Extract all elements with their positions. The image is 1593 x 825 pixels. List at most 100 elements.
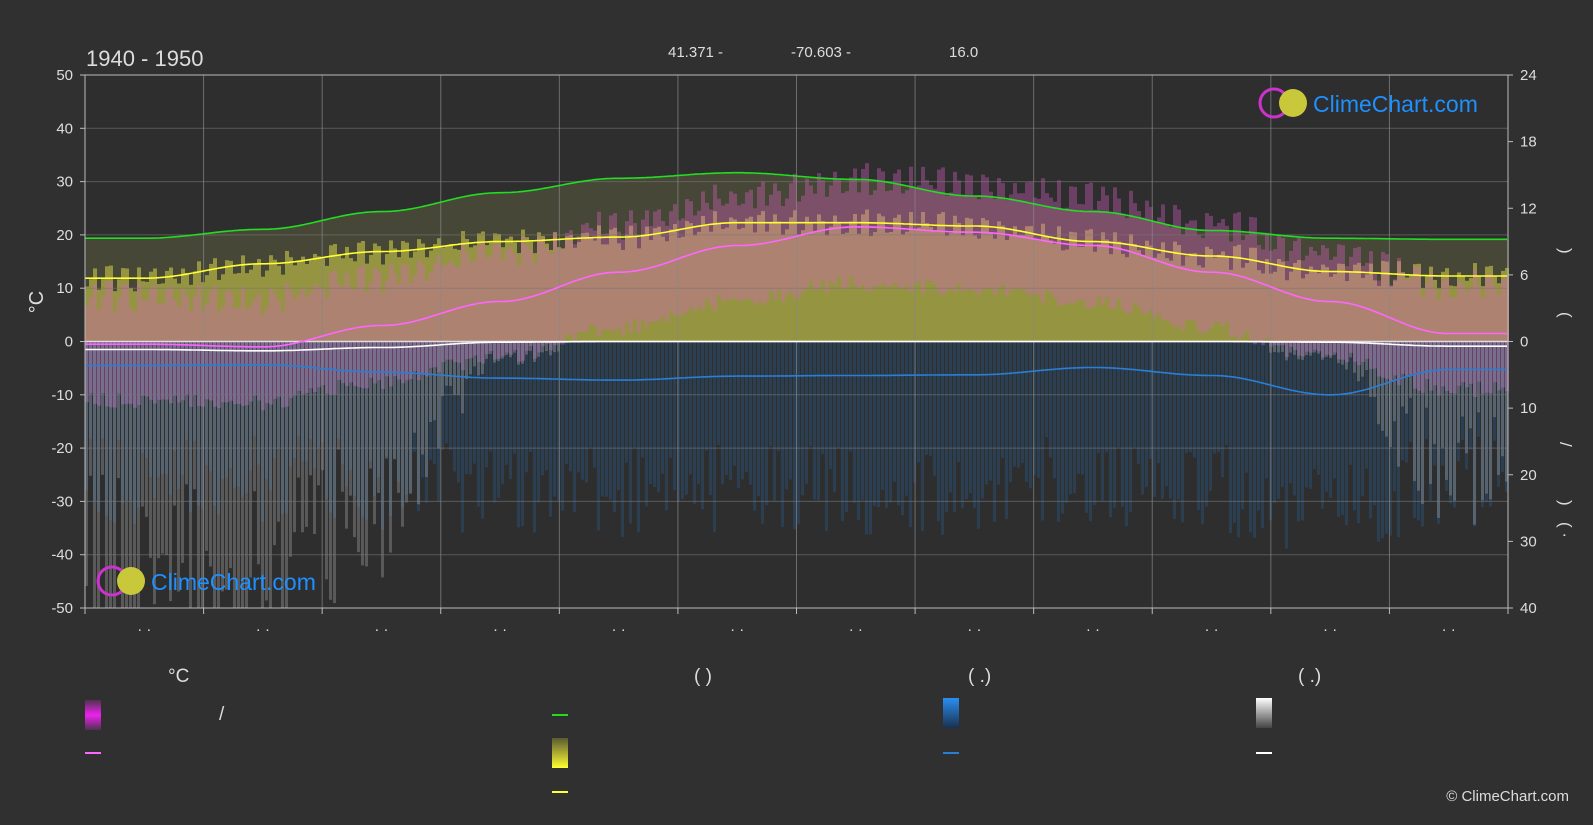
rain-bar — [1181, 341, 1184, 523]
snow-bar — [229, 341, 232, 569]
sunshine-bar — [629, 225, 633, 342]
rain-bar — [433, 341, 436, 464]
sunshine-bar — [165, 270, 169, 342]
sunshine-bar — [357, 242, 361, 342]
sunshine-bar — [337, 255, 341, 342]
rain-bar — [1361, 341, 1364, 497]
sunshine-bar — [581, 233, 585, 342]
rain-bar — [989, 341, 992, 481]
rain-bar — [1417, 341, 1420, 521]
rain-bar — [541, 341, 544, 476]
snow-bar — [1417, 341, 1420, 491]
temp-range-bar — [1273, 249, 1277, 346]
sunshine-bar — [181, 268, 185, 342]
rain-bar — [1097, 341, 1100, 453]
rain-bar — [473, 341, 476, 464]
snow-bar — [1377, 341, 1380, 425]
rain-bar — [817, 341, 820, 501]
y-tick-label: 50 — [56, 67, 73, 84]
sunshine-bar — [829, 226, 833, 342]
rain-bar — [641, 341, 644, 458]
sunshine-bar — [1485, 266, 1489, 342]
sunshine-bar — [1469, 277, 1473, 342]
rain-bar — [737, 341, 740, 489]
rain-bar — [1021, 341, 1024, 463]
rain-bar — [1085, 341, 1088, 513]
rain-bar — [597, 341, 600, 531]
sunshine-bar — [1077, 246, 1081, 342]
sunshine-bar — [517, 253, 521, 342]
temp-range-bar — [365, 292, 369, 389]
snow-bar — [481, 341, 484, 375]
temp-range-bar — [1157, 217, 1161, 314]
sunshine-bar — [1361, 277, 1365, 342]
sunshine-bar — [1293, 262, 1297, 342]
temp-range-bar — [1181, 234, 1185, 331]
rain-bar — [1413, 341, 1416, 518]
sunshine-bar — [481, 231, 485, 342]
sunshine-line — [85, 221, 1507, 279]
sunshine-bar — [1177, 245, 1181, 342]
rain-bar — [937, 341, 940, 521]
rain-bar — [485, 341, 488, 468]
daylight-line — [85, 171, 1507, 241]
sunshine-bar — [89, 279, 93, 342]
brand-text-top: ClimeChart.com — [1313, 91, 1478, 117]
temp-range-bar — [141, 299, 145, 396]
sunshine-bar — [837, 221, 841, 342]
rain-bar — [873, 341, 876, 506]
sunshine-bar — [1385, 261, 1389, 342]
snow-bar — [393, 341, 396, 460]
temp-range-bar — [201, 310, 205, 407]
sunshine-bar — [1497, 283, 1501, 342]
snow-bar — [533, 341, 536, 362]
snow-bar — [1305, 341, 1308, 356]
series-lines — [85, 171, 1507, 396]
rain-bar — [985, 341, 988, 485]
rain-bar — [1457, 341, 1460, 462]
temp-range-bar — [973, 195, 977, 292]
rain-bar — [629, 341, 632, 524]
y-tick-label: -20 — [51, 440, 73, 457]
rain-bar — [945, 341, 948, 513]
rain-bar — [825, 341, 828, 532]
rain-bar — [241, 341, 244, 498]
sunshine-bar — [565, 236, 569, 342]
snow-bar — [557, 341, 560, 352]
snow-bar — [1333, 341, 1336, 355]
sunshine-bar — [1489, 265, 1493, 342]
sunshine-bar — [673, 224, 677, 342]
rain-bar — [197, 341, 200, 506]
temp-range-bar — [545, 247, 549, 344]
temp-range-bar — [1009, 194, 1013, 291]
temp-range-bar — [801, 195, 805, 292]
rain-bar — [1229, 341, 1232, 534]
sunshine-bar — [1061, 250, 1065, 342]
rain-bar — [921, 341, 924, 532]
sunshine-bar — [153, 268, 157, 342]
snow-bar — [281, 341, 284, 608]
sunshine-bar — [865, 209, 869, 342]
sunshine-bar — [597, 225, 601, 342]
temp-range-bar — [681, 218, 685, 315]
rain-bar — [953, 341, 956, 512]
rain-bar — [1217, 341, 1220, 453]
sunshine-bar — [421, 243, 425, 342]
temp-range-bar — [457, 266, 461, 363]
sunshine-bar — [1493, 276, 1497, 342]
snow-bar — [93, 341, 96, 608]
sunshine-bar — [813, 230, 817, 342]
snow-bar — [97, 341, 100, 608]
rain-bar — [1277, 341, 1280, 499]
sunshine-bar — [465, 239, 469, 342]
sunshine-bar — [105, 266, 109, 342]
rain-bar — [461, 341, 464, 533]
sunshine-bar — [389, 240, 393, 342]
sunshine-bar — [513, 242, 517, 342]
sunshine-bar — [1505, 267, 1509, 342]
snow-bar — [1317, 341, 1320, 354]
rain-bar — [1157, 341, 1160, 464]
sunshine-bar — [757, 215, 761, 342]
snow-bar — [513, 341, 516, 353]
sunshine-bar — [1457, 272, 1461, 342]
